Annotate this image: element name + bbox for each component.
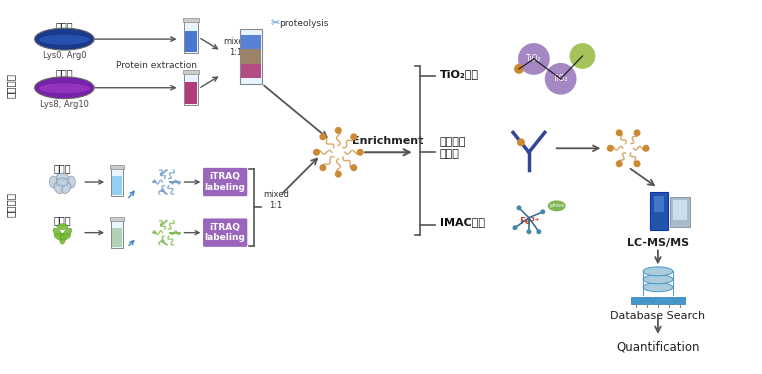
- Text: TiO₂: TiO₂: [526, 55, 542, 64]
- Text: mixed
1:1: mixed 1:1: [263, 190, 289, 209]
- Bar: [241, 64, 261, 78]
- Ellipse shape: [39, 83, 90, 93]
- Circle shape: [518, 43, 549, 75]
- FancyBboxPatch shape: [203, 218, 248, 248]
- Bar: [670, 197, 690, 227]
- Circle shape: [634, 160, 641, 167]
- Bar: [184, 18, 200, 22]
- Text: TiO₂富集: TiO₂富集: [440, 69, 479, 79]
- Circle shape: [335, 127, 342, 134]
- Circle shape: [536, 229, 541, 234]
- Circle shape: [569, 43, 595, 69]
- Bar: [110, 165, 124, 169]
- Bar: [111, 220, 123, 248]
- Text: iTRAQ
labeling: iTRAQ labeling: [205, 172, 245, 192]
- Text: mixed
1:1: mixed 1:1: [223, 37, 249, 57]
- Text: ✂: ✂: [270, 18, 280, 28]
- Bar: [184, 70, 200, 74]
- Text: phos: phos: [549, 203, 564, 208]
- Text: proteolysis: proteolysis: [279, 19, 328, 28]
- Ellipse shape: [56, 178, 69, 186]
- Circle shape: [607, 145, 613, 152]
- Ellipse shape: [39, 35, 90, 45]
- Ellipse shape: [34, 28, 94, 50]
- Bar: [631, 297, 641, 304]
- Circle shape: [319, 164, 326, 171]
- Circle shape: [527, 229, 531, 234]
- Circle shape: [642, 145, 649, 152]
- Text: 组织样品: 组织样品: [6, 192, 16, 217]
- Ellipse shape: [57, 224, 68, 230]
- Text: 对照组: 对照组: [53, 163, 71, 173]
- Ellipse shape: [67, 176, 75, 188]
- Bar: [642, 297, 652, 304]
- Bar: [185, 82, 197, 104]
- Ellipse shape: [643, 267, 673, 276]
- Text: LC-MS/MS: LC-MS/MS: [627, 237, 689, 248]
- Bar: [112, 228, 122, 246]
- Ellipse shape: [34, 77, 94, 99]
- Text: TiO₂: TiO₂: [553, 74, 568, 83]
- Ellipse shape: [548, 200, 565, 211]
- Ellipse shape: [643, 283, 673, 292]
- Ellipse shape: [54, 233, 65, 240]
- Ellipse shape: [54, 183, 63, 193]
- Bar: [185, 31, 197, 52]
- Ellipse shape: [50, 176, 57, 188]
- Circle shape: [357, 149, 363, 156]
- Bar: [241, 35, 261, 49]
- Bar: [654, 196, 664, 212]
- Text: Quantification: Quantification: [616, 341, 700, 354]
- Circle shape: [634, 129, 641, 136]
- Ellipse shape: [56, 173, 69, 181]
- Bar: [675, 297, 685, 304]
- Circle shape: [351, 134, 357, 140]
- Circle shape: [616, 160, 623, 167]
- Circle shape: [319, 134, 326, 140]
- Ellipse shape: [59, 233, 66, 244]
- Circle shape: [545, 63, 577, 95]
- FancyBboxPatch shape: [203, 167, 248, 197]
- Circle shape: [313, 149, 320, 156]
- Bar: [110, 217, 124, 221]
- Bar: [184, 21, 198, 53]
- Circle shape: [517, 138, 525, 146]
- Text: Lys8, Arg10: Lys8, Arg10: [40, 100, 89, 109]
- Text: Protein extraction: Protein extraction: [116, 61, 197, 70]
- Text: Lys0, Arg0: Lys0, Arg0: [43, 52, 86, 61]
- Text: Enrichment: Enrichment: [352, 136, 424, 146]
- Ellipse shape: [53, 228, 62, 237]
- Bar: [111, 168, 123, 196]
- Circle shape: [335, 171, 342, 178]
- Ellipse shape: [63, 228, 72, 237]
- Circle shape: [517, 205, 521, 210]
- Bar: [650, 192, 668, 230]
- Text: iTRAQ
labeling: iTRAQ labeling: [205, 223, 245, 242]
- Text: IMAC富集: IMAC富集: [440, 217, 485, 227]
- Text: 对照组: 对照组: [56, 21, 73, 31]
- Ellipse shape: [62, 183, 71, 193]
- Bar: [673, 200, 687, 220]
- Bar: [241, 49, 261, 64]
- Circle shape: [351, 164, 357, 171]
- Text: 实验组: 实验组: [56, 68, 73, 78]
- Circle shape: [513, 225, 517, 230]
- Text: 磷酸化抗
体富集: 磷酸化抗 体富集: [440, 138, 466, 159]
- Bar: [664, 297, 674, 304]
- Text: Fe³⁺: Fe³⁺: [519, 217, 539, 226]
- Ellipse shape: [643, 275, 673, 284]
- Text: 实验组: 实验组: [53, 215, 71, 225]
- Circle shape: [514, 64, 524, 74]
- Bar: [184, 73, 198, 105]
- Circle shape: [540, 209, 546, 214]
- Ellipse shape: [60, 233, 71, 240]
- Bar: [240, 29, 262, 84]
- Text: 细胞样品: 细胞样品: [6, 73, 16, 98]
- Bar: [653, 297, 663, 304]
- Circle shape: [616, 129, 623, 136]
- Text: Database Search: Database Search: [610, 311, 706, 321]
- Bar: [112, 177, 122, 195]
